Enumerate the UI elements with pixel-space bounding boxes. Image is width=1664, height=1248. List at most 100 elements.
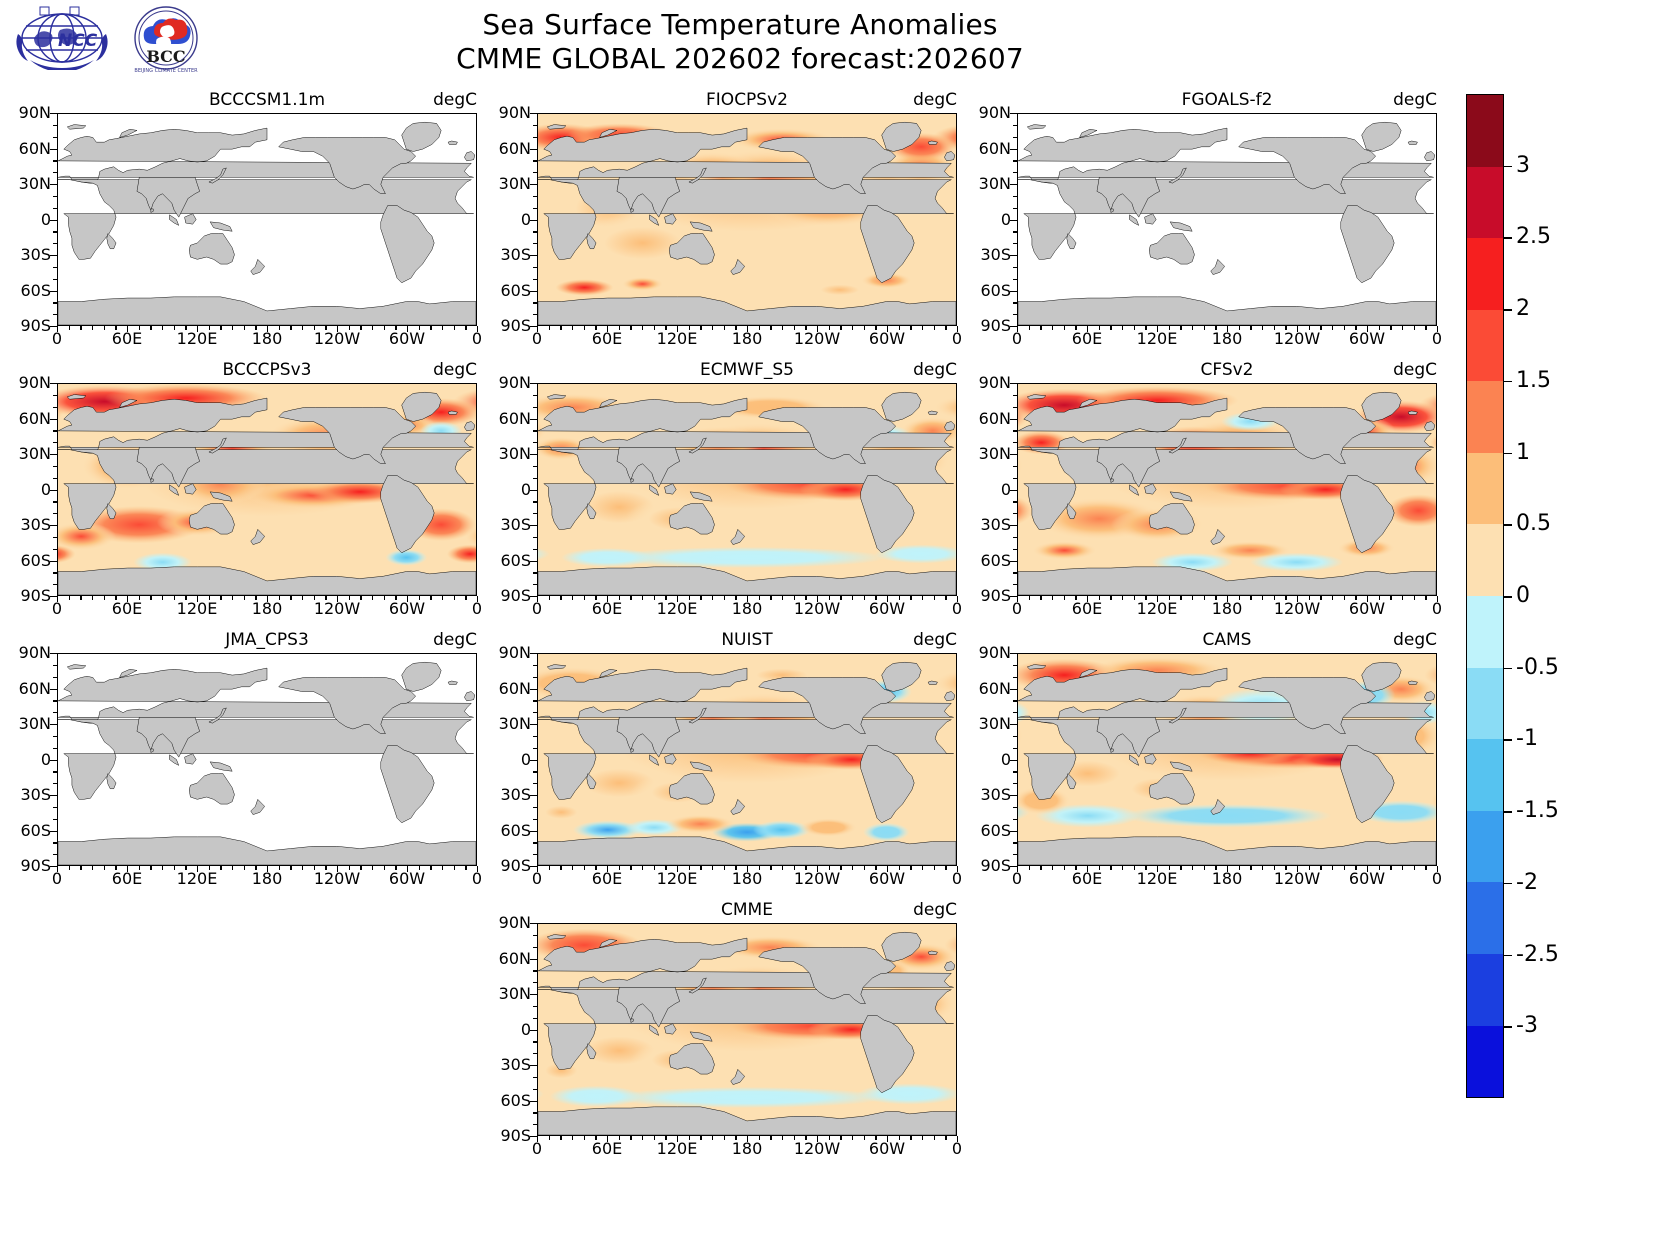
y-tick-label: 60S [500,1090,531,1110]
x-tick-minor [302,866,304,870]
x-tick-minor [220,326,222,330]
x-tick-label: 120W [793,1139,841,1158]
x-tick-minor [1262,596,1264,600]
x-tick-minor [805,1136,807,1140]
x-tick-label: 0 [471,599,483,618]
x-tick [607,596,609,602]
x-tick-minor [348,866,350,870]
y-tick-minor [533,406,537,408]
x-tick-minor [1262,326,1264,330]
x-tick-label: 60E [1071,329,1103,348]
colorbar-tick [1504,882,1512,885]
x-tick-label: 60E [1071,869,1103,888]
y-tick-minor [533,548,537,550]
x-tick-label: 120E [656,869,698,888]
x-tick-minor [618,596,620,600]
x-tick-label: 0 [1431,869,1443,888]
x-tick-minor [782,866,784,870]
x-tick-minor [665,326,667,330]
x-tick-minor [430,866,432,870]
x-tick-minor [735,326,737,330]
x-tick-minor [383,866,385,870]
x-tick-minor [1320,326,1322,330]
y-tick-minor [533,160,537,162]
x-tick [1087,326,1089,332]
y-tick-minor [53,676,57,678]
x-tick-label: 0 [951,1139,963,1158]
panel-title-nuist: NUIST [721,630,773,650]
x-tick-minor [395,326,397,330]
y-tick [530,724,537,726]
x-tick-minor [325,866,327,870]
x-tick-minor [1052,326,1054,330]
y-tick-minor [533,806,537,809]
x-tick-minor [1075,866,1077,870]
x-tick-minor [712,326,714,330]
x-tick-minor [1238,596,1240,600]
x-tick-label: 180 [251,599,283,618]
y-tick-minor [1013,513,1017,515]
x-tick-minor [828,326,830,330]
y-tick-minor [53,712,57,714]
x-tick-minor [595,1136,597,1140]
x-tick-minor [1110,326,1112,330]
y-tick [530,994,537,996]
map-area-cmme [537,923,957,1136]
x-tick-minor [805,866,807,870]
x-tick-minor [1098,866,1100,870]
y-tick-minor [1013,771,1017,773]
y-tick-minor [533,584,537,586]
x-tick-minor [630,1136,632,1140]
y-tick-minor [1013,664,1017,667]
y-tick-minor [1013,207,1017,209]
y-tick-minor [53,513,57,515]
x-tick [677,1136,679,1142]
y-tick [530,113,537,115]
x-tick-minor [700,866,702,870]
y-tick-label: 60N [978,408,1011,428]
y-tick-minor [533,231,537,233]
x-tick-minor [290,326,292,330]
y-tick-label: 60N [18,138,51,158]
panel-units-ecmwfs5: degC [913,360,957,380]
y-tick [530,489,537,491]
x-tick-minor [1413,326,1415,330]
y-tick [50,830,57,832]
x-tick-label: 180 [251,329,283,348]
y-tick [50,113,57,115]
x-tick-minor [115,866,117,870]
y-tick-minor [53,231,57,233]
map-panel-nuist: NUIST degC 90N 60N 30N 0 30S 60S 90S 0 60E 120E 180 1… [499,630,962,887]
y-tick-label: 60S [20,280,51,300]
y-tick-minor [53,302,57,304]
colorbar-tick-label: 3 [1516,152,1530,178]
x-tick-minor [910,326,912,330]
x-tick-minor [92,596,94,600]
x-tick-label: 0 [951,869,963,888]
y-tick-minor [533,735,537,738]
x-tick-label: 120W [313,869,361,888]
x-tick-minor [898,1136,900,1140]
y-tick-minor [533,278,537,280]
map-panel-fiocpsv2: FIOCPSv2 degC 90N 60N 30N 0 30S 60S 90S 0 60E 120E 1… [499,90,962,347]
y-tick [1010,560,1017,562]
y-tick-minor [1013,477,1017,479]
x-tick-minor [150,596,152,600]
x-tick-minor [1110,866,1112,870]
x-tick-minor [1052,596,1054,600]
x-tick-minor [735,866,737,870]
y-tick-label: 60N [498,678,531,698]
x-tick-minor [1343,326,1345,330]
panel-title-cmme: CMME [721,900,773,920]
x-tick-minor [1262,866,1264,870]
y-tick-minor [1013,136,1017,138]
x-tick-label: 60W [868,599,906,618]
svg-text:BCC: BCC [146,47,185,66]
y-tick [1010,724,1017,726]
chart-subtitle: CMME GLOBAL 202602 forecast:202607 [456,42,1024,75]
y-tick-label: 60S [980,820,1011,840]
y-tick [530,923,537,925]
x-tick-minor [80,596,82,600]
x-tick [1367,866,1369,872]
x-tick-minor [1332,866,1334,870]
